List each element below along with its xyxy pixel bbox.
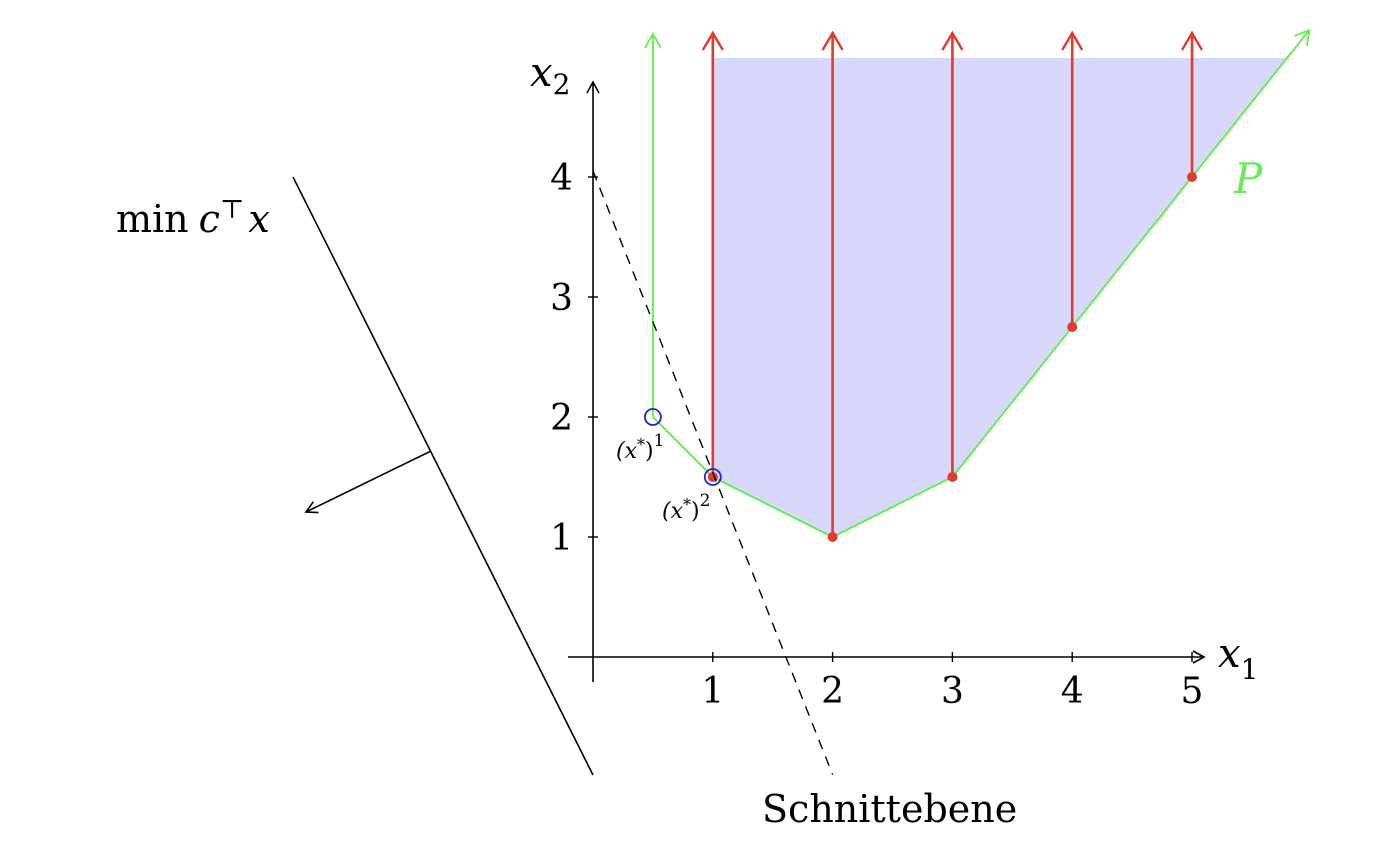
x-axis-label-subscript: 1 xyxy=(1241,653,1259,686)
optimum-2-marker xyxy=(703,468,722,486)
optimum-1-close: ) xyxy=(645,439,654,464)
objective-transpose: ⊤ xyxy=(220,195,244,225)
integer-rays xyxy=(708,33,1197,542)
optimum-2-open: (x xyxy=(662,499,684,524)
integer-point xyxy=(827,532,838,542)
objective-x: x xyxy=(248,197,269,241)
optimum-2-close: ) xyxy=(691,499,700,524)
integer-point xyxy=(947,472,958,482)
y-axis-label: x2 xyxy=(530,50,570,101)
y-axis-label-main: x xyxy=(530,50,553,96)
x-axis-ticks: 1 2 3 4 5 xyxy=(701,652,1203,712)
x-tick-label: 2 xyxy=(821,671,844,712)
cutting-plane-line xyxy=(592,170,834,775)
integer-point xyxy=(1067,322,1078,332)
polyhedron-label: P xyxy=(1233,154,1263,203)
x-tick-label: 5 xyxy=(1181,671,1204,712)
x-tick-label: 3 xyxy=(941,671,964,712)
objective-direction-arrow xyxy=(304,450,432,514)
objective-level-line xyxy=(292,176,594,776)
optimum-1-label: (x*)1 xyxy=(616,431,664,464)
y-axis-ticks: 1 2 3 4 xyxy=(550,158,598,559)
y-tick-label: 1 xyxy=(550,518,573,559)
x-axis-label: x1 xyxy=(1218,631,1258,686)
objective-label: min c⊤ x xyxy=(116,195,270,241)
optimum-2-star: * xyxy=(683,495,691,514)
y-tick-label: 4 xyxy=(550,158,573,199)
polyhedron-right-ray xyxy=(1191,28,1311,178)
optimum-1-star: * xyxy=(637,435,645,454)
y-axis-label-subscript: 2 xyxy=(553,68,571,101)
optimum-2-label: (x*)2 xyxy=(662,491,710,524)
integer-point xyxy=(1187,172,1197,182)
y-tick-label: 2 xyxy=(550,398,573,439)
optimum-2-sup: 2 xyxy=(700,491,711,511)
cutting-plane-label: Schnittebene xyxy=(762,787,1017,831)
optimum-1-marker xyxy=(644,408,662,426)
optimum-1-open: (x xyxy=(616,439,638,464)
integer-hull-region xyxy=(712,58,1288,537)
objective-c: c xyxy=(199,197,220,241)
x-tick-label: 4 xyxy=(1061,671,1084,712)
objective-min: min xyxy=(116,197,189,241)
y-tick-label: 3 xyxy=(550,278,573,319)
x-axis-label-main: x xyxy=(1218,631,1241,677)
x-tick-label: 1 xyxy=(701,671,724,712)
optimum-1-sup: 1 xyxy=(654,431,665,451)
